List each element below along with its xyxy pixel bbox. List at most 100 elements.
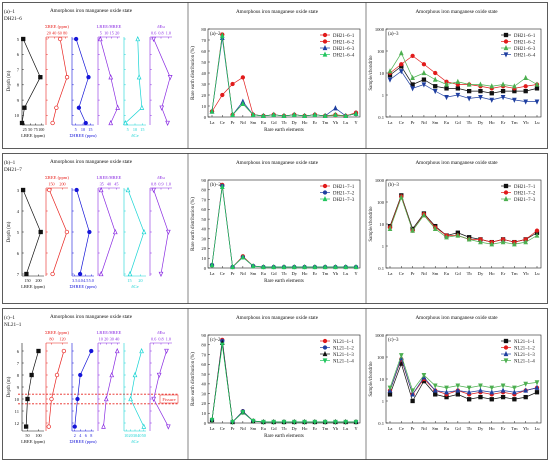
x-tick-label: Dy (478, 271, 484, 276)
x-tick-label: Yb (333, 271, 339, 276)
x-tick-label: Eu (444, 120, 450, 125)
track-point (19, 120, 25, 126)
x-tick-label: Ce (220, 120, 225, 125)
x-axis-label: Rare earth elements (264, 128, 304, 133)
legend-swatch-marker (322, 195, 328, 202)
track-point (64, 229, 70, 235)
depth-tick-label: 6 (17, 52, 20, 57)
x-tick-label: La (388, 426, 393, 431)
series-point (410, 86, 415, 92)
x-tick-label: Sm (250, 426, 257, 431)
track-point (151, 36, 157, 43)
series-point (387, 392, 393, 397)
track-line (52, 38, 68, 124)
legend-swatch-marker (503, 32, 509, 38)
panel-title: Amorphous iron manganese oxide state (415, 9, 498, 15)
track-tick-label: 40 (137, 433, 141, 438)
series-point (353, 263, 359, 270)
x-tick-label: La (210, 271, 215, 276)
y-tick-label: 80 (201, 343, 206, 348)
series-point (343, 112, 349, 119)
series-point (410, 391, 415, 397)
x-tick-label: Dy (291, 271, 297, 276)
track-point (73, 36, 79, 42)
series-point (489, 97, 495, 103)
track-tick-label: 4.5 (83, 278, 88, 283)
series-point (433, 70, 438, 76)
track-tick-label: 30 (110, 337, 114, 342)
legend-entry: NL21–1–3 (333, 353, 354, 358)
series-point (398, 194, 404, 200)
track-name: LREE (ppm) (21, 284, 45, 289)
track-tick-label: 200 (59, 182, 65, 187)
y-tick-label: 90 (201, 178, 206, 183)
y-tick-label: 30 (201, 391, 206, 396)
track-point (46, 424, 51, 429)
track-tick-label: 1.0 (166, 31, 171, 36)
track-point (22, 105, 27, 110)
series-point (467, 88, 472, 94)
track-name: ΣHREE (ppm) (69, 133, 97, 138)
x-tick-label: Er (501, 120, 506, 125)
track-point (21, 36, 26, 42)
track-point (139, 104, 145, 110)
fissure-label-box (159, 394, 179, 404)
y-tick-label: 60 (201, 207, 206, 212)
series-point (534, 384, 540, 390)
track-point (98, 270, 104, 277)
depth-tick-label: 5 (17, 230, 20, 235)
series-point (467, 397, 472, 402)
x-tick-label: La (388, 271, 393, 276)
series-point (500, 88, 506, 94)
track-tick-label: 10 (104, 31, 108, 36)
track-tick-label: 4 (79, 433, 82, 438)
series-point (261, 419, 266, 426)
series-point (489, 389, 495, 395)
track-tick-label: 20 (129, 433, 133, 438)
track-tick-label: 20 (47, 31, 51, 36)
series-point (489, 241, 495, 247)
series-point (250, 111, 256, 117)
series-line (389, 70, 537, 102)
x-tick-label: Ho (302, 426, 308, 431)
x-tick-label: Gd (455, 120, 461, 125)
series-point (343, 419, 349, 426)
series-point (261, 112, 266, 119)
series-point (410, 82, 415, 87)
series-point (410, 53, 415, 59)
x-tick-label: Ho (302, 120, 308, 125)
y-tick-label: 100 (377, 355, 385, 360)
series-point (432, 76, 438, 82)
x-tick-label: Lu (534, 120, 540, 125)
panel-title: Amorphous iron manganese oxide state (50, 8, 133, 14)
track-point (78, 372, 83, 378)
x-tick-label: Gd (455, 271, 461, 276)
legend-swatch-marker (503, 39, 509, 44)
legend-swatch-marker (322, 51, 328, 57)
series-point (455, 392, 460, 397)
y-tick-label: 50 (201, 217, 206, 222)
track-name: LREE/HREE (97, 24, 122, 29)
track-point (128, 395, 133, 402)
panel-title: Amorphous iron manganese oxide state (236, 9, 319, 15)
y-tick-label: 0.1 (378, 115, 384, 120)
legend-entry: DH21–7–2 (333, 191, 355, 196)
track-tick-label: 100 (38, 127, 44, 132)
series-point (220, 92, 225, 98)
x-tick-label: Tb (281, 426, 287, 431)
series-point (230, 111, 235, 117)
series-point (523, 239, 529, 245)
series-point (500, 383, 506, 389)
track-tick-label: 200 (35, 278, 41, 283)
series-point (523, 74, 529, 81)
series-point (387, 68, 393, 74)
x-tick-label: Gd (271, 426, 277, 431)
legend-swatch-marker (322, 358, 328, 364)
track-point (109, 371, 115, 378)
series-point (421, 69, 427, 76)
y-tick-label: 60 (201, 49, 206, 54)
x-tick-label: Er (501, 271, 506, 276)
track-tick-label: 5 (75, 127, 77, 132)
track-point (164, 348, 169, 355)
